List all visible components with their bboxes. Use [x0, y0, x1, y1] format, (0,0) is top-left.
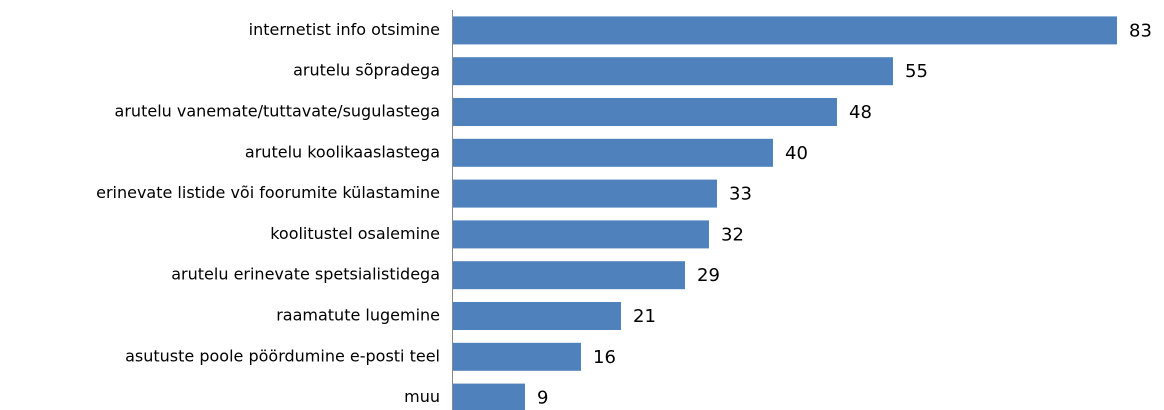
bar — [453, 138, 773, 167]
bar — [453, 179, 717, 208]
value-label: 33 — [729, 184, 752, 205]
value-label: 16 — [593, 347, 616, 368]
category-label: raamatute lugemine — [276, 306, 440, 325]
bar — [453, 261, 685, 290]
bar — [453, 57, 893, 86]
category-label: arutelu koolikaaslastega — [245, 142, 440, 161]
category-label: asutuste poole pöördumine e-posti teel — [125, 346, 440, 365]
bar — [453, 220, 709, 249]
value-label: 21 — [633, 306, 656, 327]
bar — [453, 383, 525, 410]
bar — [453, 16, 1117, 45]
value-label: 48 — [849, 102, 872, 123]
category-label: arutelu vanemate/tuttavate/sugulastega — [115, 102, 440, 121]
category-label: arutelu sõpradega — [293, 61, 440, 80]
category-label: internetist info otsimine — [249, 20, 440, 39]
bar — [453, 98, 837, 126]
bar — [453, 302, 621, 330]
value-label: 55 — [905, 61, 928, 82]
value-label: 32 — [721, 224, 744, 245]
category-label: koolitustel osalemine — [270, 224, 440, 243]
value-label: 29 — [697, 265, 720, 286]
value-label: 83 — [1129, 20, 1152, 41]
category-label: muu — [404, 387, 440, 406]
value-label: 9 — [537, 388, 548, 409]
value-label: 40 — [785, 143, 808, 164]
category-label: erinevate listide või foorumite külastam… — [96, 183, 440, 202]
category-label: arutelu erinevate spetsialistidega — [171, 265, 440, 284]
bar — [453, 342, 581, 371]
